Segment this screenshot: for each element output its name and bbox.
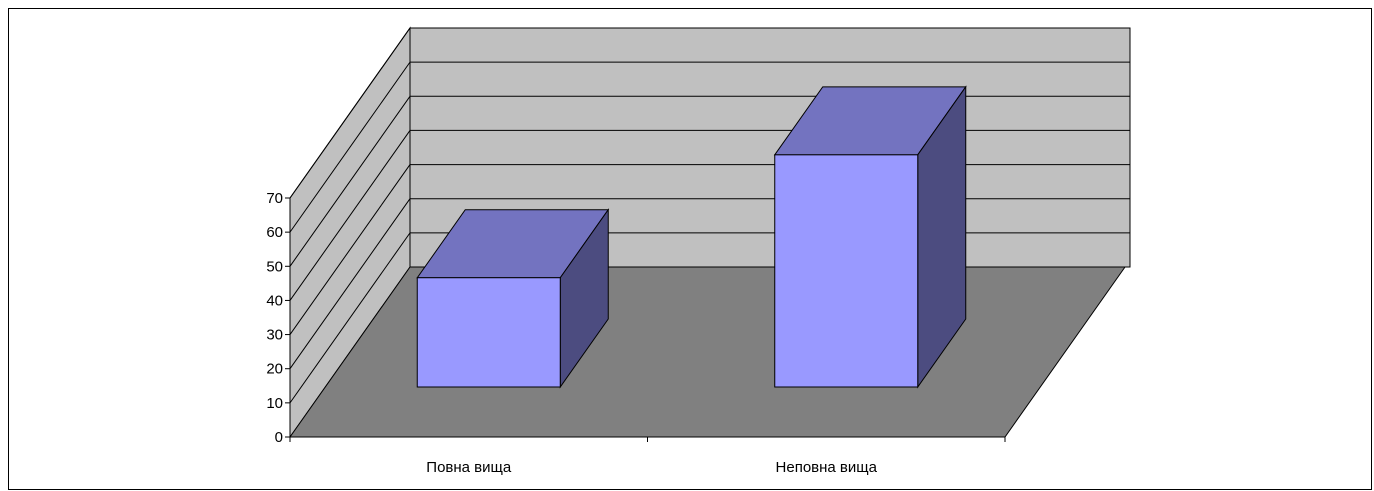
category-labels: Повна вища Неповна вища	[426, 459, 877, 476]
gridline	[289, 164, 411, 335]
category-label: Неповна вища	[776, 459, 878, 476]
x-axis	[289, 436, 1006, 442]
category-label: Повна вища	[426, 459, 512, 476]
bar	[773, 85, 967, 389]
y-tick-label: 10	[266, 395, 283, 412]
gridline	[289, 198, 411, 370]
bar-front	[416, 277, 561, 388]
bar	[416, 208, 610, 389]
y-tick-label: 60	[266, 224, 283, 241]
gridline	[289, 232, 411, 404]
y-tick-label: 20	[266, 361, 283, 378]
y-tick-label: 40	[266, 292, 283, 309]
y-tick-label: 0	[275, 429, 283, 446]
floor	[289, 266, 1126, 438]
gridline	[289, 130, 411, 301]
gridline	[289, 61, 411, 233]
y-tick-label: 50	[266, 258, 283, 275]
bar-front	[774, 154, 919, 388]
y-tick-label: 30	[266, 327, 283, 344]
y-tick-label: 70	[266, 190, 283, 207]
gridline	[289, 95, 411, 267]
gridline	[289, 27, 411, 199]
y-axis: 0 10 20 30 40 50 60 70	[266, 190, 291, 446]
bars	[416, 85, 967, 389]
